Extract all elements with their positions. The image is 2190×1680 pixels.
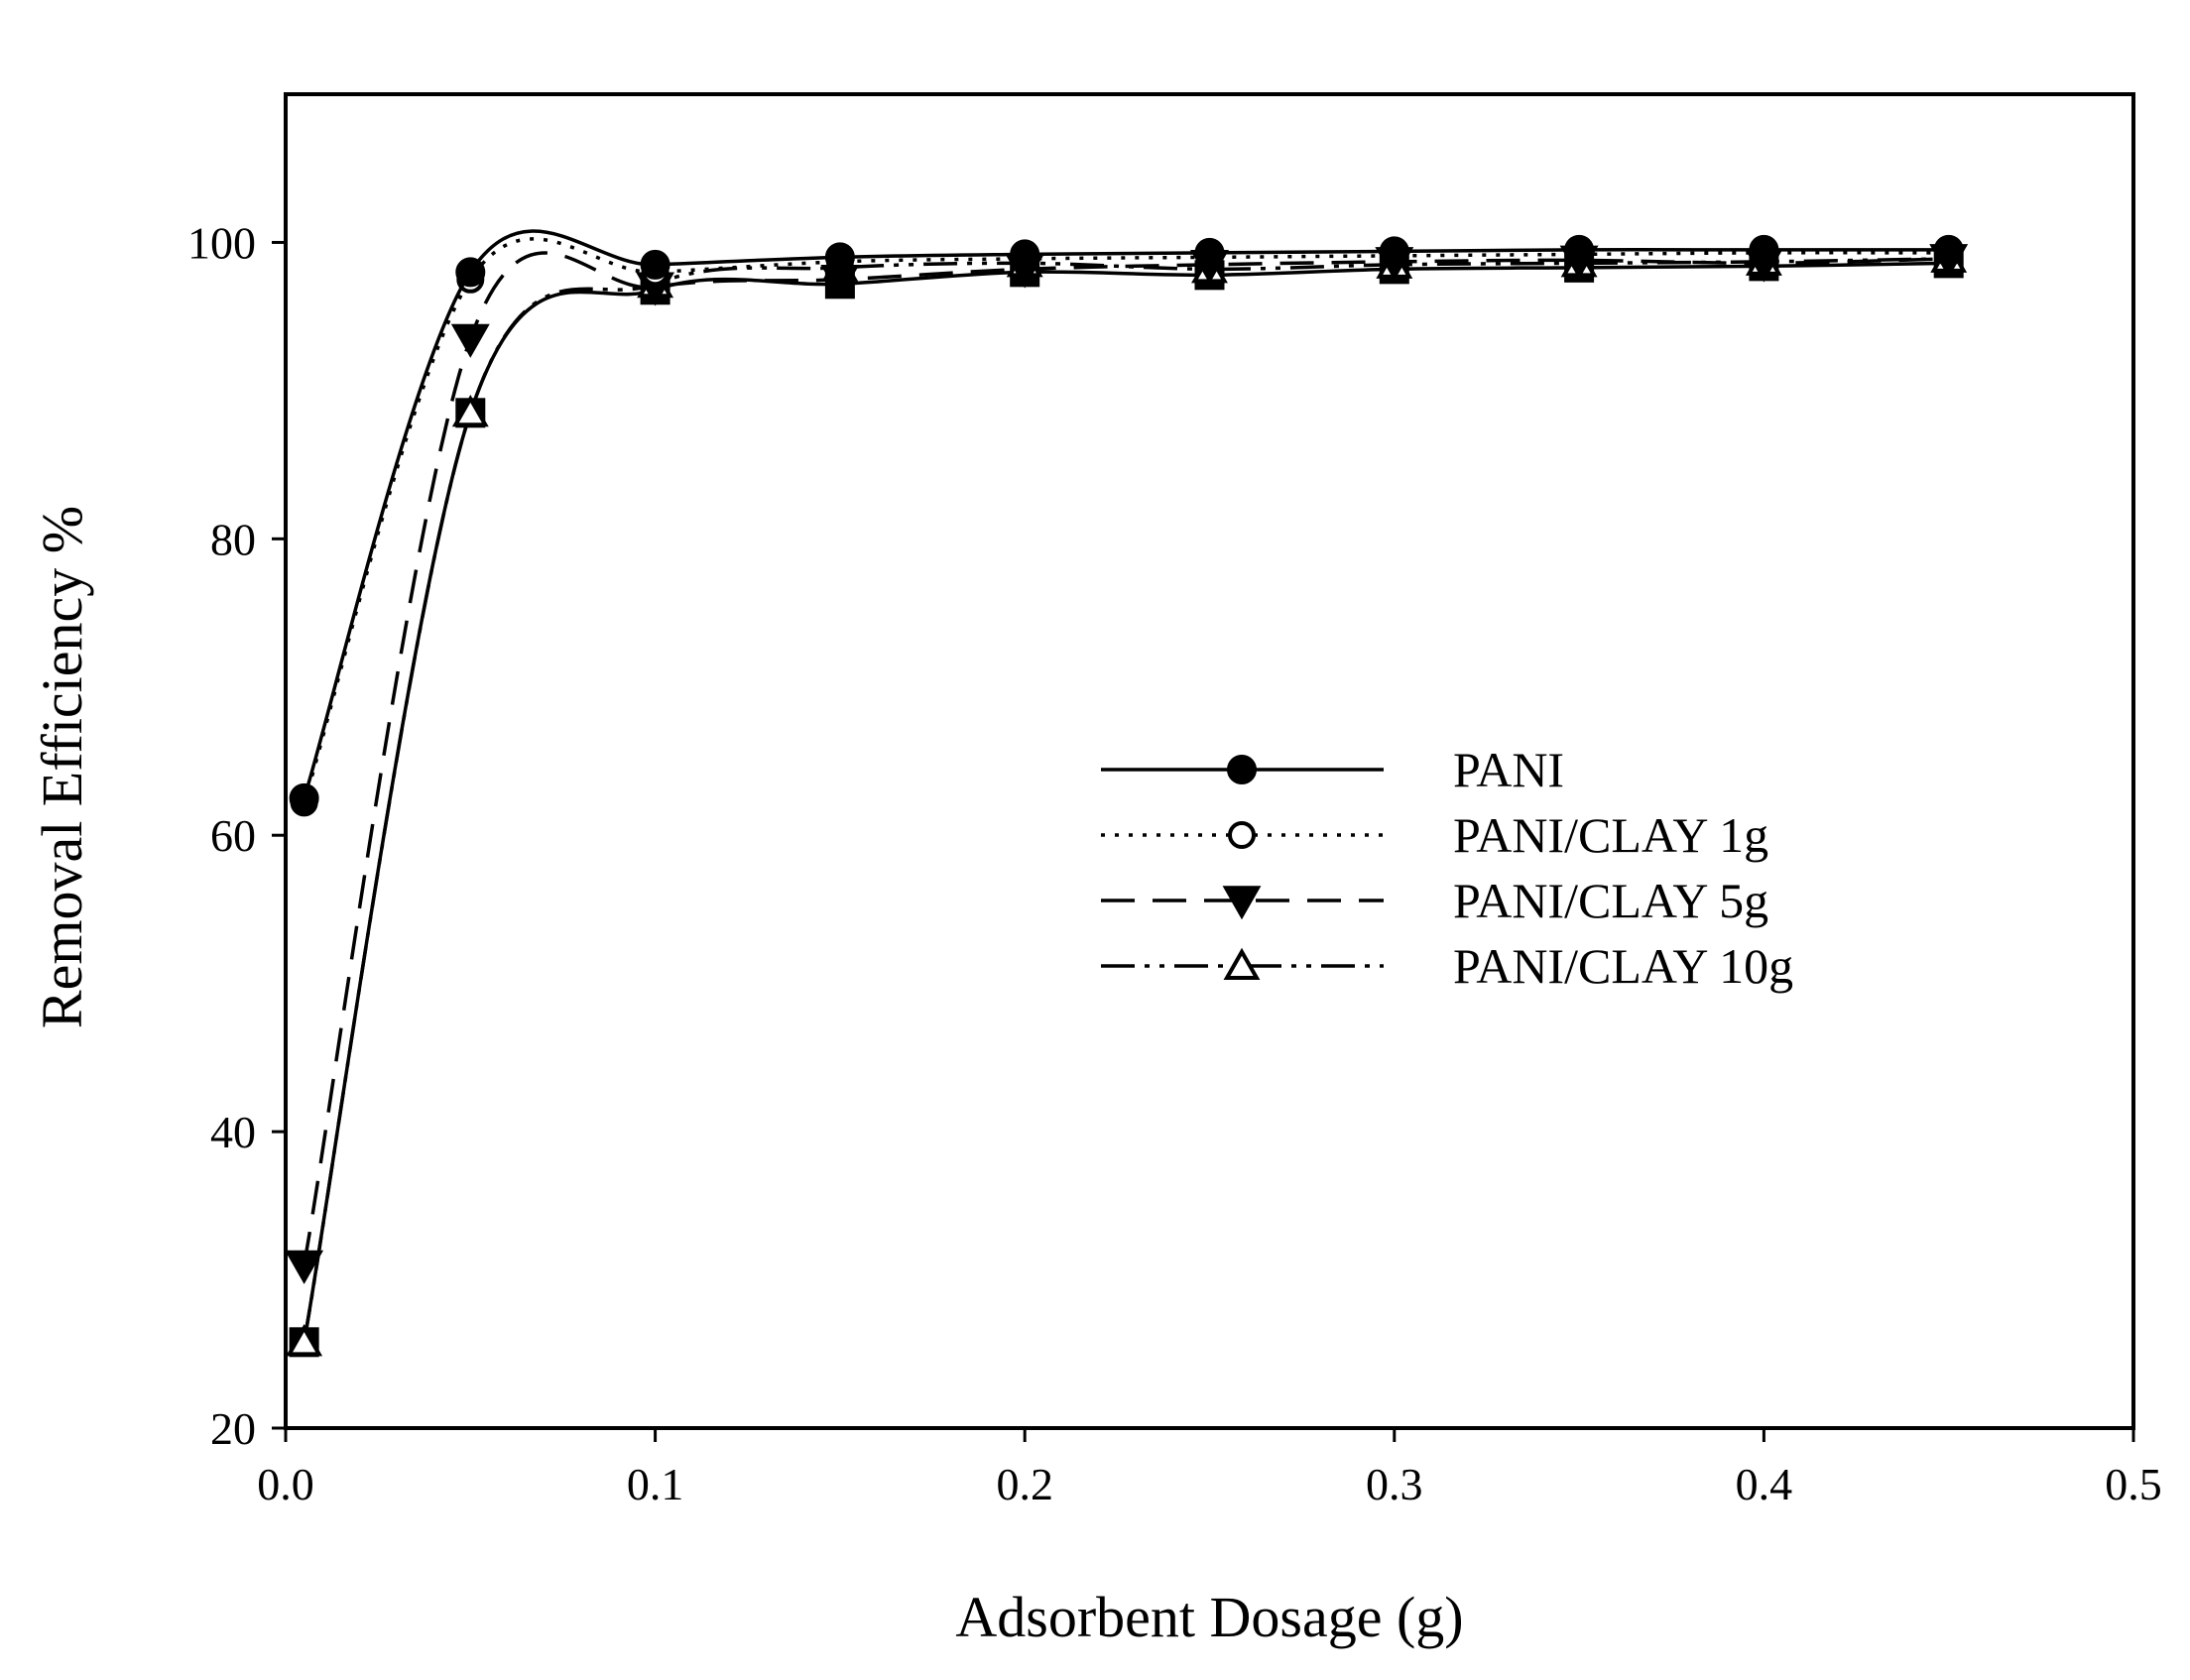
legend-item: PANI/CLAY 5g [1101, 873, 1768, 928]
x-tick-label: 0.0 [257, 1459, 314, 1509]
data-point [1194, 237, 1225, 268]
x-tick-label: 0.4 [1736, 1459, 1793, 1509]
data-point [286, 1324, 323, 1357]
data-point [1010, 239, 1040, 270]
legend-label: PANI [1453, 742, 1564, 797]
x-tick-label: 0.5 [2105, 1459, 2162, 1509]
plot-frame [284, 92, 2135, 1430]
y-tick-label: 60 [210, 810, 256, 861]
legend-label: PANI/CLAY 1g [1453, 807, 1768, 863]
data-point [285, 1250, 324, 1284]
data-point [640, 249, 670, 280]
x-axis-title: Adsorbent Dosage (g) [955, 1585, 1463, 1649]
data-point [451, 395, 489, 427]
x-tick-label: 0.2 [996, 1459, 1053, 1509]
legend-item: PANI [1101, 742, 1564, 797]
y-tick-label: 40 [210, 1107, 256, 1157]
y-tick-label: 20 [210, 1403, 256, 1454]
legend: PANI PANI/CLAY 1g PANI/CLAY 5g PANI/CLAY 10… [1101, 742, 1793, 994]
data-point [1933, 234, 1964, 265]
y-tick-label: 80 [210, 514, 256, 564]
x-tick-label: 0.3 [1366, 1459, 1423, 1509]
y-axis-title: Removal Efficiency % [30, 506, 94, 1028]
data-point [289, 782, 319, 813]
legend-marker [1227, 755, 1257, 784]
series-line [302, 261, 1949, 1343]
legend-item: PANI/CLAY 1g [1101, 807, 1768, 863]
data-point [1379, 236, 1409, 267]
legend-label: PANI/CLAY 10g [1453, 938, 1793, 994]
data-point [1749, 234, 1779, 265]
legend-item: PANI/CLAY 10g [1101, 938, 1793, 994]
legend-marker [1222, 886, 1262, 920]
legend-marker [1223, 947, 1261, 980]
legend-label: PANI/CLAY 5g [1453, 873, 1768, 928]
data-point [824, 242, 855, 273]
legend-marker [1228, 821, 1256, 849]
series-line [302, 257, 1949, 1343]
series-line [302, 251, 1949, 1265]
y-tick-label: 100 [187, 217, 256, 268]
data-point [1564, 234, 1595, 265]
data-point [450, 323, 490, 358]
data-point [455, 257, 486, 288]
x-tick-label: 0.1 [627, 1459, 684, 1509]
series-0 [289, 229, 1964, 813]
ticks-layer: 0.0 0.1 0.2 0.3 0.4 0.5 20 40 60 80 100 [187, 217, 2162, 1509]
series-layer [285, 229, 1969, 1358]
